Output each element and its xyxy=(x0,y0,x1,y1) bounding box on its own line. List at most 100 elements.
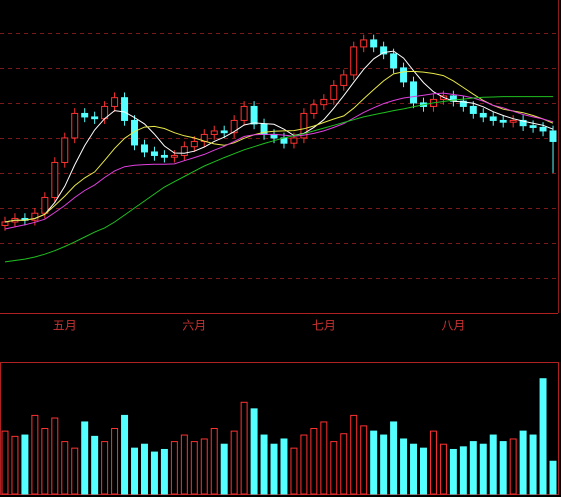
volume-bar xyxy=(121,414,129,495)
volume-bar xyxy=(380,434,388,495)
candle-body xyxy=(121,97,129,121)
candle-body xyxy=(310,104,318,114)
volume-bar xyxy=(459,446,467,495)
volume-bar xyxy=(549,460,557,495)
volume-bar xyxy=(539,378,547,495)
ma-line xyxy=(4,96,553,263)
volume-bar xyxy=(499,441,507,495)
volume-bar xyxy=(340,433,348,495)
ma-line xyxy=(4,50,554,223)
x-tick-label: 六月 xyxy=(182,319,206,333)
volume-bar xyxy=(51,417,59,495)
volume-bar xyxy=(11,435,19,495)
x-tick-label: 七月 xyxy=(312,319,336,333)
candle-body xyxy=(290,137,298,144)
candle-body xyxy=(459,100,467,107)
volume-bar xyxy=(509,438,517,495)
candle-body xyxy=(400,67,408,83)
candle-body xyxy=(91,116,99,120)
volume-bar xyxy=(489,434,497,495)
candle-body xyxy=(330,84,338,100)
candle-body xyxy=(519,119,527,127)
volume-bar xyxy=(41,428,49,495)
candle-body xyxy=(549,130,557,142)
volume-bar xyxy=(91,435,99,495)
candle-body xyxy=(360,39,368,48)
volume-bar xyxy=(350,414,358,495)
volume-bar xyxy=(260,434,268,495)
candle-body xyxy=(111,97,119,107)
volume-bar xyxy=(71,447,79,495)
candle-body xyxy=(131,119,139,146)
volume-bar xyxy=(250,408,258,495)
volume-bar xyxy=(101,441,109,495)
candle-body xyxy=(320,98,328,106)
volume-bar xyxy=(61,441,69,495)
volume-bar xyxy=(519,430,527,495)
volume-bar xyxy=(111,428,119,495)
candle-body xyxy=(469,105,477,114)
candle-body xyxy=(250,105,258,125)
volume-bar xyxy=(290,447,298,495)
volume-bar xyxy=(230,430,238,495)
candle-body xyxy=(180,146,188,156)
candle-body xyxy=(489,116,497,121)
volume-bar xyxy=(170,441,178,495)
candle-body xyxy=(210,130,218,135)
volume-bar xyxy=(439,443,447,495)
volume-frame xyxy=(0,362,559,495)
volume-bar xyxy=(180,434,188,495)
volume-bar xyxy=(140,443,148,495)
candle-body xyxy=(220,130,228,134)
x-tick-label: 五月 xyxy=(53,319,77,333)
candle-body xyxy=(370,39,378,48)
volume-bar xyxy=(479,443,487,495)
candle-body xyxy=(51,161,59,198)
volume-bar xyxy=(210,428,218,495)
x-tick-label: 八月 xyxy=(441,319,465,333)
candle-body xyxy=(61,137,69,163)
candle-body xyxy=(150,151,158,156)
volume-bar xyxy=(200,438,208,495)
volume-bar xyxy=(1,430,9,495)
candle-body xyxy=(410,81,418,104)
candle-body xyxy=(41,196,49,214)
volume-bar xyxy=(160,448,168,495)
volume-bar xyxy=(150,451,158,495)
volume-bar xyxy=(370,430,378,495)
candle-body xyxy=(539,126,547,132)
candle-body xyxy=(390,53,398,69)
volume-bar xyxy=(469,441,477,495)
candle-body xyxy=(190,140,198,148)
volume-bar xyxy=(449,448,457,495)
volume-bar xyxy=(310,428,318,495)
candle-body xyxy=(140,144,148,153)
volume-bar xyxy=(330,441,338,495)
candle-body xyxy=(170,154,178,158)
volume-bar xyxy=(390,421,398,495)
volume-bar xyxy=(220,443,228,495)
volume-bar xyxy=(190,441,198,495)
candle-body xyxy=(499,119,507,123)
volume-bar xyxy=(320,421,328,495)
volume-bar xyxy=(419,447,427,495)
volume-bar xyxy=(131,447,139,495)
volume-bar xyxy=(240,401,248,495)
volume-bar xyxy=(300,434,308,495)
volume-bar xyxy=(31,414,39,495)
candle-body xyxy=(380,46,388,55)
candle-body xyxy=(529,125,537,128)
volume-bar xyxy=(400,438,408,495)
volume-bar xyxy=(360,425,368,495)
volume-bar xyxy=(270,443,278,495)
candle-body xyxy=(509,119,517,123)
candle-body xyxy=(71,112,79,139)
candle-body xyxy=(300,112,308,139)
volume-bar xyxy=(410,443,418,495)
candle-body xyxy=(81,112,89,118)
candle-body xyxy=(230,119,238,134)
candle-body xyxy=(160,154,168,158)
candle-body xyxy=(479,112,487,118)
volume-bar xyxy=(81,421,89,495)
